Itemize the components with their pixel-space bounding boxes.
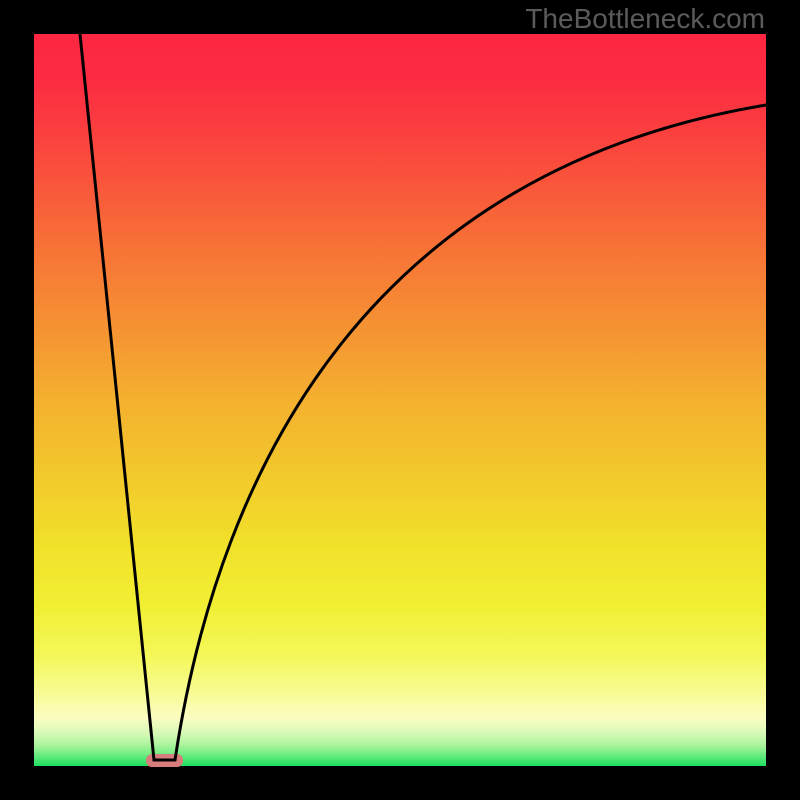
bottleneck-chart: TheBottleneck.com xyxy=(0,0,800,800)
watermark-text: TheBottleneck.com xyxy=(525,3,765,34)
